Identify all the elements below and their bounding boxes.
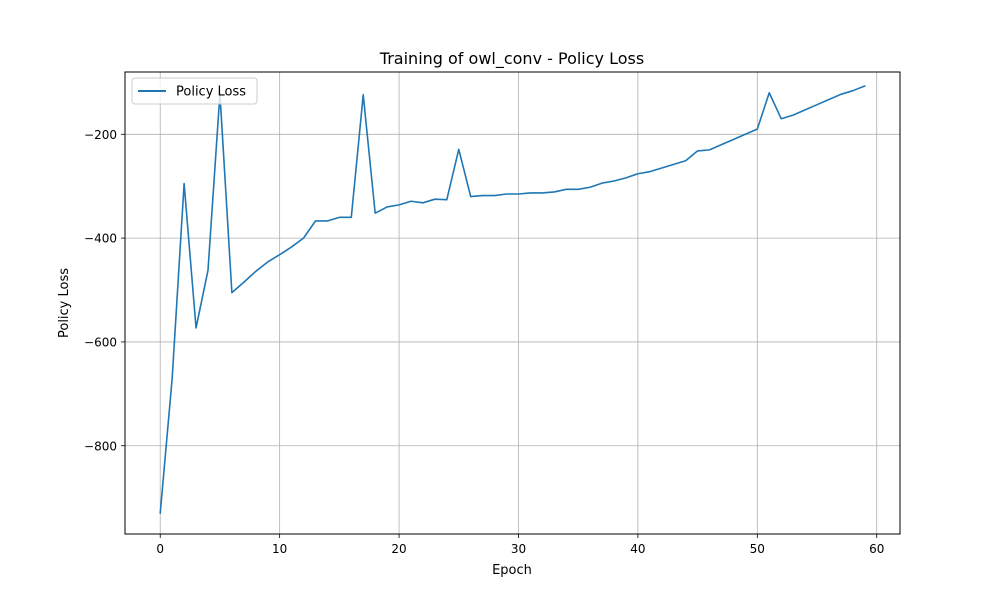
legend: Policy Loss — [131, 77, 258, 105]
x-tick-label: 0 — [156, 542, 164, 556]
series-line-policy-loss — [159, 85, 866, 515]
y-axis-label: Policy Loss — [57, 268, 72, 338]
x-axis-label: Epoch — [492, 563, 532, 578]
y-axis-ticks: −800 −600 −400 −200 — [84, 128, 125, 453]
gridlines — [125, 72, 900, 534]
x-tick-label: 40 — [630, 542, 645, 556]
plot-frame — [124, 71, 901, 535]
legend-box — [131, 77, 258, 105]
y-tick-label: −800 — [84, 439, 117, 453]
series-lines — [159, 85, 866, 515]
x-axis-ticks: 0 10 20 30 40 50 60 — [156, 534, 884, 556]
y-tick-label: −400 — [84, 232, 117, 246]
legend-label: Policy Loss — [176, 85, 246, 100]
x-tick-label: 20 — [391, 542, 406, 556]
x-tick-label: 50 — [750, 542, 765, 556]
y-tick-label: −600 — [84, 335, 117, 349]
y-tick-label: −200 — [84, 128, 117, 142]
chart-title: Training of owl_conv - Policy Loss — [379, 49, 644, 69]
x-tick-label: 10 — [272, 542, 287, 556]
x-tick-label: 60 — [869, 542, 884, 556]
x-tick-label: 30 — [511, 542, 526, 556]
